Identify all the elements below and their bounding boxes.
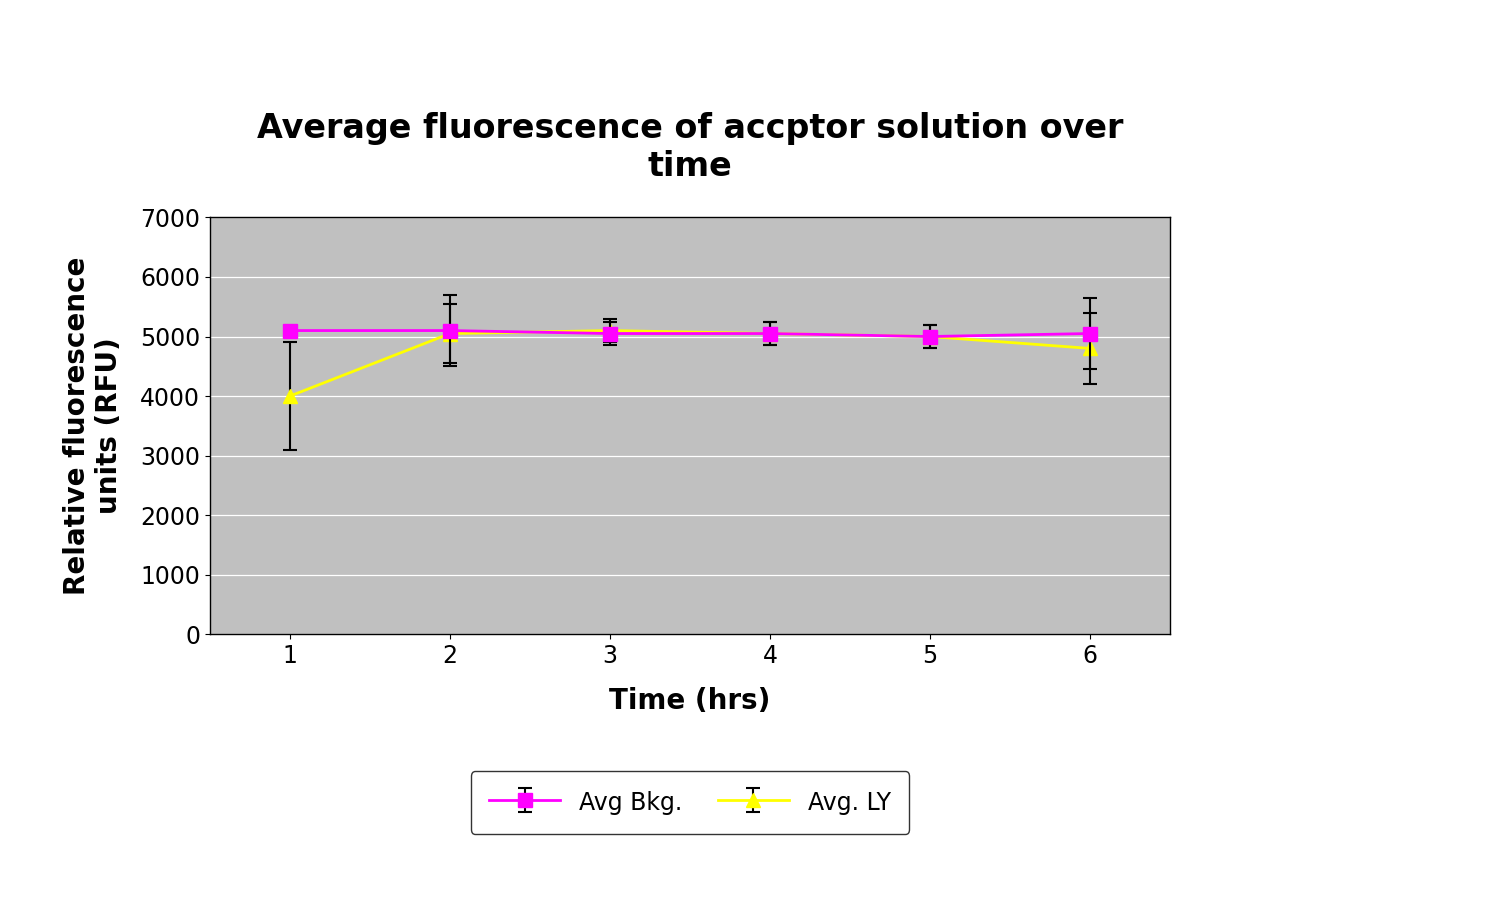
X-axis label: Time (hrs): Time (hrs): [609, 688, 771, 716]
Title: Average fluorescence of accptor solution over
time: Average fluorescence of accptor solution…: [256, 111, 1124, 183]
Legend: Avg Bkg., Avg. LY: Avg Bkg., Avg. LY: [471, 771, 909, 834]
Y-axis label: Relative fluorescence
units (RFU): Relative fluorescence units (RFU): [63, 256, 123, 595]
